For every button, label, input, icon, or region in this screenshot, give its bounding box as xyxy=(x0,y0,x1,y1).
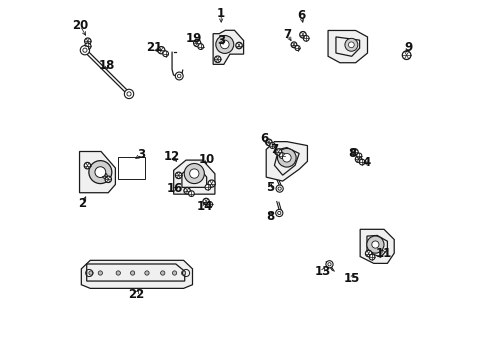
Text: 11: 11 xyxy=(375,247,391,260)
Circle shape xyxy=(84,43,91,49)
Circle shape xyxy=(290,42,296,48)
Text: 13: 13 xyxy=(314,265,330,278)
Circle shape xyxy=(116,271,120,275)
Circle shape xyxy=(102,173,107,178)
Text: 14: 14 xyxy=(197,201,213,213)
Circle shape xyxy=(351,149,357,155)
Text: 19: 19 xyxy=(185,32,202,45)
Circle shape xyxy=(214,56,221,63)
Circle shape xyxy=(84,162,90,169)
Circle shape xyxy=(203,198,209,205)
Bar xyxy=(118,157,145,179)
Text: 6: 6 xyxy=(260,132,268,145)
Circle shape xyxy=(348,42,353,48)
Circle shape xyxy=(355,156,361,162)
Polygon shape xyxy=(81,260,192,288)
Circle shape xyxy=(365,250,371,257)
Text: 20: 20 xyxy=(72,19,88,32)
Circle shape xyxy=(299,32,305,38)
Circle shape xyxy=(402,51,410,59)
Circle shape xyxy=(193,40,201,46)
Text: 3: 3 xyxy=(217,33,225,47)
Circle shape xyxy=(163,51,168,57)
Text: 7: 7 xyxy=(283,28,291,41)
Text: 5: 5 xyxy=(265,181,274,194)
Polygon shape xyxy=(173,160,214,194)
Circle shape xyxy=(235,42,242,49)
Text: 12: 12 xyxy=(163,150,180,163)
Polygon shape xyxy=(360,229,393,264)
Circle shape xyxy=(215,36,233,53)
Circle shape xyxy=(198,44,203,49)
Circle shape xyxy=(160,271,164,275)
Text: 8: 8 xyxy=(347,147,355,159)
Circle shape xyxy=(371,241,378,248)
Circle shape xyxy=(105,176,111,183)
Circle shape xyxy=(366,236,383,253)
Text: 18: 18 xyxy=(98,59,114,72)
Circle shape xyxy=(220,40,228,49)
Text: 7: 7 xyxy=(269,143,277,156)
Circle shape xyxy=(282,153,290,162)
Text: 2: 2 xyxy=(78,197,86,210)
Circle shape xyxy=(279,153,285,158)
Circle shape xyxy=(89,271,93,275)
Text: 8: 8 xyxy=(265,210,274,223)
Circle shape xyxy=(325,261,332,268)
Polygon shape xyxy=(327,31,367,63)
Circle shape xyxy=(95,167,105,177)
Circle shape xyxy=(189,169,199,178)
Circle shape xyxy=(144,271,149,275)
Circle shape xyxy=(158,46,164,54)
Circle shape xyxy=(124,89,133,99)
Circle shape xyxy=(276,185,283,192)
Circle shape xyxy=(275,149,281,155)
Text: 4: 4 xyxy=(362,156,370,169)
Circle shape xyxy=(277,148,296,167)
Circle shape xyxy=(181,271,185,275)
Circle shape xyxy=(204,184,210,190)
Circle shape xyxy=(269,143,275,148)
Circle shape xyxy=(344,39,357,51)
Circle shape xyxy=(89,161,112,184)
Text: 15: 15 xyxy=(343,272,360,285)
Polygon shape xyxy=(80,152,115,193)
Circle shape xyxy=(303,36,308,41)
Circle shape xyxy=(130,271,135,275)
Circle shape xyxy=(98,271,102,275)
Circle shape xyxy=(188,191,194,197)
Circle shape xyxy=(175,72,183,80)
Circle shape xyxy=(265,139,271,145)
Circle shape xyxy=(294,45,300,50)
Text: 22: 22 xyxy=(128,288,144,301)
Circle shape xyxy=(175,172,182,179)
Circle shape xyxy=(359,159,364,165)
Text: 3: 3 xyxy=(137,148,145,161)
Circle shape xyxy=(172,271,176,275)
Text: 9: 9 xyxy=(404,41,412,54)
Circle shape xyxy=(368,254,374,260)
Circle shape xyxy=(207,180,215,187)
Text: 16: 16 xyxy=(166,183,183,195)
Polygon shape xyxy=(265,141,307,181)
Text: 21: 21 xyxy=(146,41,162,54)
Circle shape xyxy=(84,38,91,44)
Circle shape xyxy=(183,188,190,194)
Text: 1: 1 xyxy=(217,7,225,20)
Circle shape xyxy=(80,45,89,55)
Circle shape xyxy=(275,210,282,217)
Circle shape xyxy=(206,202,212,207)
Circle shape xyxy=(356,153,361,158)
Circle shape xyxy=(184,163,204,184)
Text: 10: 10 xyxy=(198,153,215,166)
Text: 6: 6 xyxy=(296,9,305,22)
Polygon shape xyxy=(213,30,243,64)
